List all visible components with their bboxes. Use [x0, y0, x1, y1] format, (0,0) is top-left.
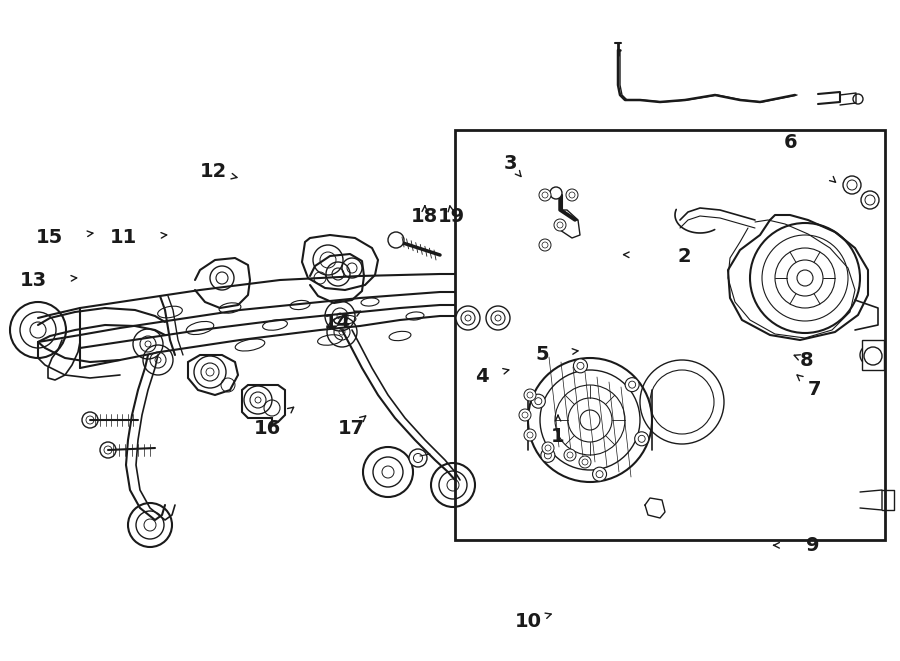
Text: 12: 12 — [200, 163, 227, 181]
Circle shape — [864, 347, 882, 365]
Circle shape — [579, 456, 591, 468]
Circle shape — [456, 306, 480, 330]
Circle shape — [541, 448, 555, 462]
Bar — [862, 340, 884, 370]
Text: 16: 16 — [254, 419, 281, 438]
Circle shape — [592, 467, 607, 481]
Text: 18: 18 — [411, 208, 438, 226]
Circle shape — [82, 412, 98, 428]
Circle shape — [524, 429, 536, 441]
Circle shape — [634, 432, 649, 446]
Circle shape — [566, 189, 578, 201]
Text: 4: 4 — [474, 368, 489, 386]
Circle shape — [843, 176, 861, 194]
Circle shape — [542, 442, 554, 454]
Circle shape — [486, 306, 510, 330]
Text: 9: 9 — [806, 536, 820, 555]
Circle shape — [626, 377, 639, 392]
Text: 19: 19 — [438, 208, 465, 226]
Text: 1: 1 — [551, 427, 565, 446]
Circle shape — [100, 442, 116, 458]
Circle shape — [531, 394, 545, 408]
Text: 2: 2 — [677, 247, 691, 266]
Text: 17: 17 — [338, 419, 364, 438]
Circle shape — [388, 232, 404, 248]
Text: 14: 14 — [324, 313, 351, 332]
Circle shape — [573, 359, 588, 373]
Bar — [455, 130, 885, 540]
Text: 7: 7 — [808, 381, 821, 399]
Text: 5: 5 — [536, 346, 550, 364]
Text: 3: 3 — [504, 155, 517, 173]
Text: 10: 10 — [515, 612, 542, 631]
Text: 13: 13 — [20, 272, 47, 290]
Text: 8: 8 — [799, 351, 814, 369]
Text: 15: 15 — [36, 229, 63, 247]
Circle shape — [524, 389, 536, 401]
Circle shape — [519, 409, 531, 421]
Circle shape — [861, 191, 879, 209]
Circle shape — [539, 189, 551, 201]
Circle shape — [539, 239, 551, 251]
Circle shape — [409, 449, 427, 467]
Text: 11: 11 — [110, 229, 137, 247]
Circle shape — [564, 449, 576, 461]
Text: 6: 6 — [783, 133, 797, 151]
Circle shape — [554, 219, 566, 231]
Circle shape — [550, 187, 562, 199]
